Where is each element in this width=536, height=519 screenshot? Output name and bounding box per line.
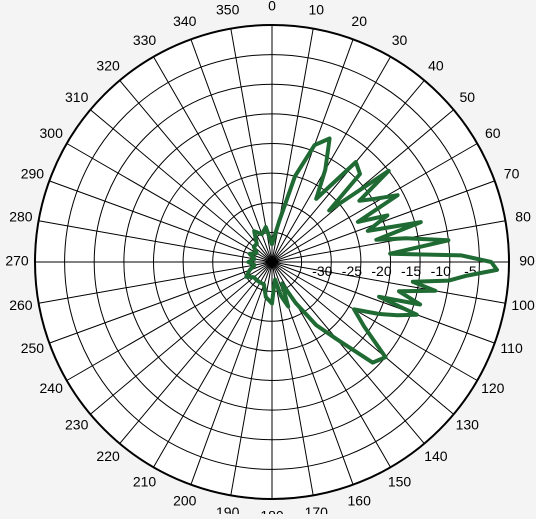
angle-tick-label: 350 (216, 2, 240, 18)
angle-tick-label: 130 (456, 417, 480, 433)
angle-tick-label: 90 (519, 253, 535, 269)
grid-spoke (271, 261, 314, 496)
radial-tick-label: -10 (431, 263, 451, 279)
angle-tick-label: 240 (40, 380, 64, 396)
grid-spoke (119, 261, 273, 444)
angle-tick-label: 320 (96, 57, 120, 73)
grid-spoke (190, 39, 273, 263)
radial-tick-label: -20 (371, 263, 391, 279)
grid-spoke (38, 261, 273, 304)
angle-tick-label: 70 (504, 166, 520, 182)
grid-spoke (271, 261, 454, 415)
grid-spoke (66, 261, 273, 381)
grid-spoke (271, 220, 506, 263)
grid-spoke (271, 143, 478, 263)
radiation-pattern-line (244, 136, 499, 365)
grid-spoke (230, 28, 273, 263)
grid-spoke (271, 261, 506, 304)
angle-tick-label: 340 (173, 13, 197, 29)
angle-tick-labels: 0 10 20 30 40 50 60 70 80 90 100 110 120 130 140 150 160… (5, 0, 535, 519)
grid-spoke (90, 109, 273, 263)
angle-tick-label: 310 (65, 89, 89, 105)
angle-tick-label: 330 (133, 32, 157, 48)
angle-tick-label: 80 (515, 208, 531, 224)
grid-spoke (153, 261, 273, 468)
angle-tick-label: 180 (260, 508, 284, 514)
angle-tick-label: 250 (21, 340, 45, 356)
angle-tick-label: 290 (21, 166, 45, 182)
grid-spoke (271, 261, 495, 344)
angle-tick-label: 200 (173, 492, 197, 508)
angle-tick-label: 160 (348, 492, 372, 508)
series-layer (244, 136, 499, 365)
angle-tick-label: 150 (388, 474, 412, 490)
angle-tick-label: 50 (460, 89, 476, 105)
grid-spoke (49, 180, 273, 263)
angle-tick-label: 170 (305, 504, 329, 514)
grid-spoke (153, 56, 273, 263)
angle-tick-label: 140 (424, 448, 448, 464)
angle-tick-label: 280 (9, 208, 33, 224)
angle-tick-label: 10 (309, 2, 325, 18)
grid-spoke (119, 80, 273, 263)
angle-tick-label: 220 (96, 448, 120, 464)
grid-spoke (90, 261, 273, 415)
angle-tick-label: 30 (392, 32, 408, 48)
grid-spoke (271, 180, 495, 263)
angle-tick-label: 120 (481, 380, 505, 396)
angle-tick-label: 0 (268, 0, 276, 14)
angle-tick-label: 190 (216, 504, 240, 514)
grid-spoke (190, 261, 273, 485)
radial-tick-label: -25 (342, 263, 362, 279)
angle-tick-label: 260 (9, 297, 33, 313)
angle-tick-label: 230 (65, 417, 89, 433)
angle-tick-label: 300 (40, 125, 64, 141)
grid-spoke (38, 220, 273, 263)
grid-spoke (271, 261, 478, 381)
radial-tick-label: -15 (401, 263, 421, 279)
grid-spoke (271, 261, 425, 444)
angular-grid-spokes (35, 25, 509, 499)
angle-tick-label: 40 (428, 57, 444, 73)
grid-spoke (271, 56, 391, 263)
radial-tick-labels: -30 -25 -20 -15 -10 -5 (312, 263, 477, 279)
angle-tick-label: 100 (511, 297, 535, 313)
grid-spoke (49, 261, 273, 344)
angle-tick-label: 210 (133, 474, 157, 490)
angle-tick-label: 20 (351, 13, 367, 29)
angle-tick-label: 270 (5, 253, 29, 269)
angle-tick-label: 60 (485, 125, 501, 141)
grid-spoke (230, 261, 273, 496)
angle-tick-label: 110 (500, 340, 523, 356)
grid-spoke (66, 143, 273, 263)
radial-tick-label: -30 (312, 263, 332, 279)
